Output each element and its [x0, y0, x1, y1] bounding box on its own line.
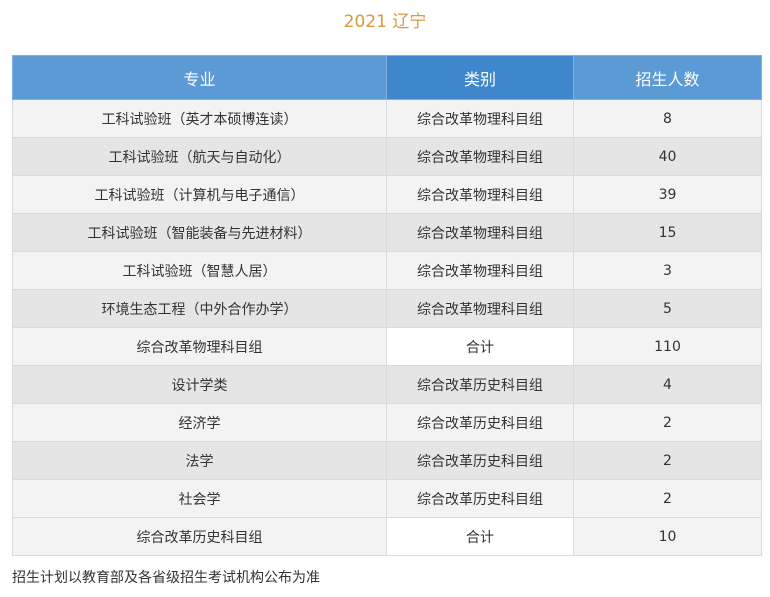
cell-count: 110: [573, 327, 762, 366]
header-major: 专业: [12, 55, 387, 100]
cell-major: 社会学: [12, 479, 387, 518]
cell-major: 设计学类: [12, 365, 387, 404]
table-row: 法学 综合改革历史科目组 2: [12, 441, 762, 480]
table-row: 环境生态工程（中外合作办学） 综合改革物理科目组 5: [12, 289, 762, 328]
table-row: 工科试验班（智能装备与先进材料） 综合改革物理科目组 15: [12, 213, 762, 252]
footnote: 招生计划以教育部及各省级招生考试机构公布为准: [12, 570, 320, 586]
cell-category: 综合改革历史科目组: [386, 441, 574, 480]
cell-category: 合计: [386, 327, 574, 366]
table-row: 工科试验班（航天与自动化） 综合改革物理科目组 40: [12, 137, 762, 176]
cell-count: 2: [573, 479, 762, 518]
table-total-row: 综合改革历史科目组 合计 10: [12, 517, 762, 556]
cell-major: 工科试验班（智能装备与先进材料）: [12, 213, 387, 252]
cell-count: 3: [573, 251, 762, 290]
header-count: 招生人数: [573, 55, 762, 100]
cell-count: 2: [573, 403, 762, 442]
cell-category: 综合改革历史科目组: [386, 479, 574, 518]
cell-category: 综合改革物理科目组: [386, 213, 574, 252]
cell-count: 2: [573, 441, 762, 480]
header-category: 类别: [386, 55, 574, 100]
table-body: 工科试验班（英才本硕博连读） 综合改革物理科目组 8 工科试验班（航天与自动化） 综合改…: [12, 99, 762, 556]
table-row: 社会学 综合改革历史科目组 2: [12, 479, 762, 518]
cell-count: 40: [573, 137, 762, 176]
cell-count: 10: [573, 517, 762, 556]
cell-major: 环境生态工程（中外合作办学）: [12, 289, 387, 328]
cell-major: 工科试验班（航天与自动化）: [12, 137, 387, 176]
cell-count: 8: [573, 99, 762, 138]
cell-category: 合计: [386, 517, 574, 556]
cell-category: 综合改革历史科目组: [386, 365, 574, 404]
table-row: 工科试验班（计算机与电子通信） 综合改革物理科目组 39: [12, 175, 762, 214]
cell-category: 综合改革历史科目组: [386, 403, 574, 442]
cell-count: 39: [573, 175, 762, 214]
cell-count: 4: [573, 365, 762, 404]
cell-major: 工科试验班（智慧人居）: [12, 251, 387, 290]
table-row: 工科试验班（英才本硕博连读） 综合改革物理科目组 8: [12, 99, 762, 138]
table-total-row: 综合改革物理科目组 合计 110: [12, 327, 762, 366]
admissions-table: 专业 类别 招生人数 工科试验班（英才本硕博连读） 综合改革物理科目组 8 工科试验班…: [12, 55, 762, 556]
cell-category: 综合改革物理科目组: [386, 175, 574, 214]
cell-count: 15: [573, 213, 762, 252]
table-header-row: 专业 类别 招生人数: [12, 55, 762, 100]
cell-major: 工科试验班（英才本硕博连读）: [12, 99, 387, 138]
cell-count: 5: [573, 289, 762, 328]
page-title: 2021 辽宁: [343, 12, 427, 32]
cell-major: 法学: [12, 441, 387, 480]
cell-major: 综合改革物理科目组: [12, 327, 387, 366]
cell-category: 综合改革物理科目组: [386, 289, 574, 328]
cell-major: 工科试验班（计算机与电子通信）: [12, 175, 387, 214]
cell-major: 综合改革历史科目组: [12, 517, 387, 556]
table-row: 工科试验班（智慧人居） 综合改革物理科目组 3: [12, 251, 762, 290]
table-row: 经济学 综合改革历史科目组 2: [12, 403, 762, 442]
cell-category: 综合改革物理科目组: [386, 99, 574, 138]
cell-category: 综合改革物理科目组: [386, 137, 574, 176]
table-row: 设计学类 综合改革历史科目组 4: [12, 365, 762, 404]
cell-major: 经济学: [12, 403, 387, 442]
cell-category: 综合改革物理科目组: [386, 251, 574, 290]
